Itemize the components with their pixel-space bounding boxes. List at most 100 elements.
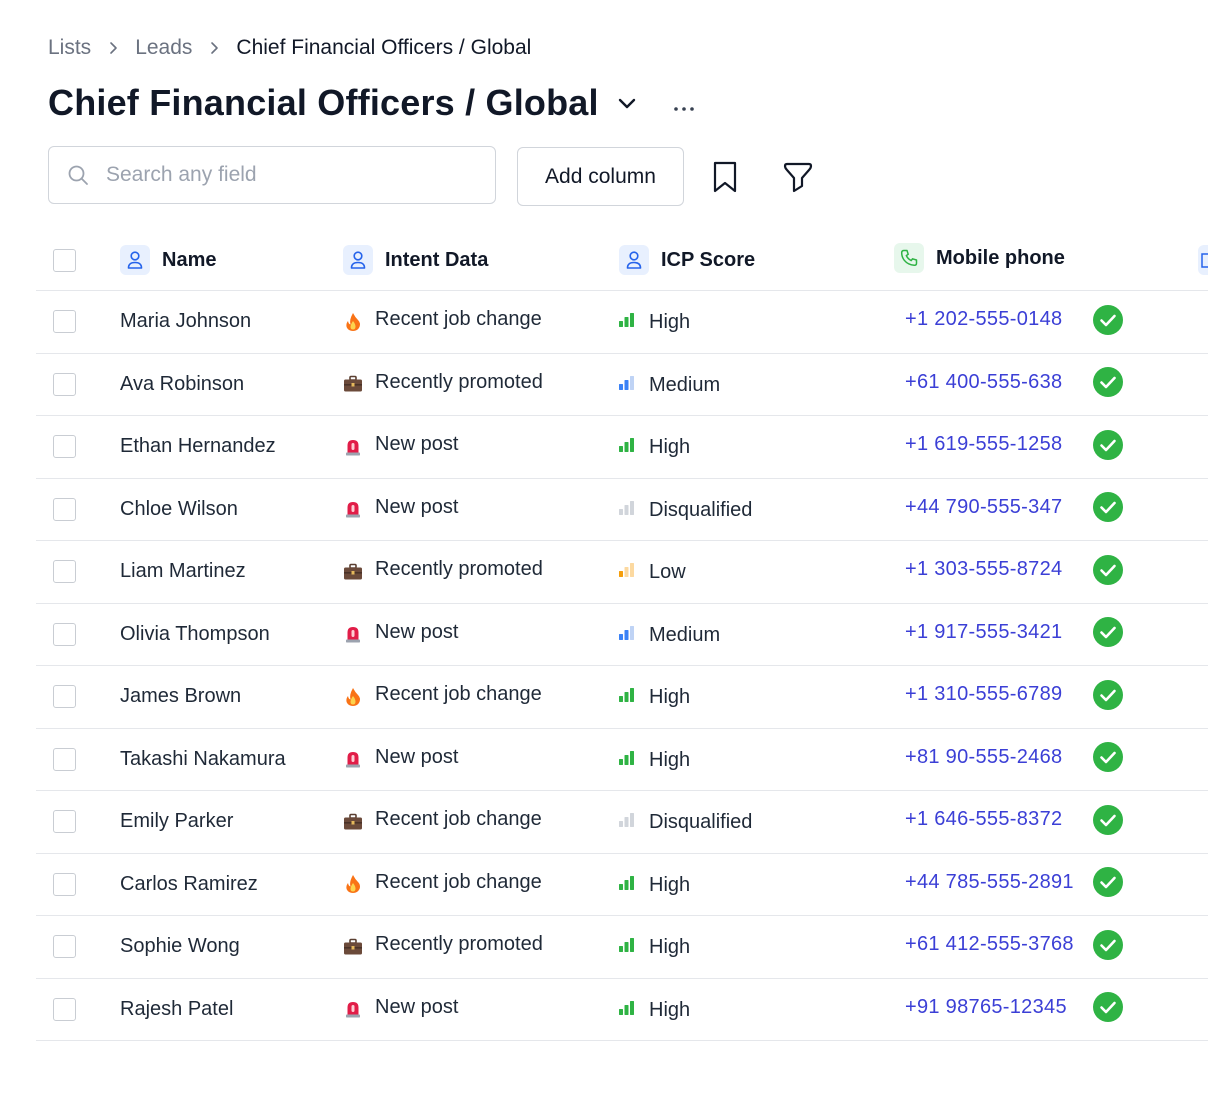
bookmark-icon[interactable] bbox=[709, 160, 741, 194]
table-row[interactable]: Olivia Thompson New post Medium +1 917-555-… bbox=[36, 604, 1208, 666]
lead-name[interactable]: James Brown bbox=[120, 685, 242, 708]
table-row[interactable]: Carlos Ramirez Recent job change High +44 7… bbox=[36, 854, 1208, 916]
table-row[interactable]: Chloe Wilson New post Disqualified +44 790-… bbox=[36, 479, 1208, 541]
row-checkbox[interactable] bbox=[53, 435, 76, 459]
table-row[interactable]: Sophie Wong Recently promoted High +61 412-… bbox=[36, 916, 1208, 979]
table-row[interactable]: Maria Johnson Recent job change High +1 202… bbox=[36, 291, 1208, 354]
breadcrumb-lists[interactable]: Lists bbox=[48, 36, 92, 59]
search-icon bbox=[68, 165, 88, 185]
table-row[interactable]: Liam Martinez Recently promoted Low +1 303-… bbox=[36, 541, 1208, 604]
row-checkbox[interactable] bbox=[53, 685, 76, 709]
briefcase-icon bbox=[343, 562, 363, 582]
lead-name[interactable]: Ethan Hernandez bbox=[120, 435, 276, 458]
intent-label: Recent job change bbox=[375, 683, 542, 706]
icp-disqualified-signal-icon bbox=[619, 811, 649, 832]
person-icon bbox=[120, 245, 150, 275]
table-row[interactable]: Ava Robinson Recently promoted Medium +61 4… bbox=[36, 354, 1208, 416]
row-checkbox[interactable] bbox=[53, 372, 76, 396]
fire-icon bbox=[343, 687, 363, 707]
icp-score-label: Medium bbox=[649, 373, 721, 396]
verified-check-icon bbox=[1093, 429, 1123, 460]
row-checkbox[interactable] bbox=[53, 997, 76, 1021]
add-column-button[interactable]: Add column bbox=[517, 147, 684, 206]
table-row[interactable]: Takashi Nakamura New post High +81 90-555-2… bbox=[36, 729, 1208, 791]
lead-name[interactable]: Olivia Thompson bbox=[120, 622, 270, 645]
phone-link[interactable]: +1 303-555-8724 bbox=[905, 558, 1063, 581]
leads-table: Name Intent Data ICP Score Mobile phone bbox=[36, 230, 1208, 1041]
verified-check-icon bbox=[1093, 742, 1123, 773]
column-header-mobile-phone[interactable]: Mobile phone bbox=[894, 228, 1065, 288]
icp-score-label: High bbox=[649, 998, 691, 1021]
column-header-intent[interactable]: Intent Data bbox=[343, 230, 488, 290]
phone-link[interactable]: +1 619-555-1258 bbox=[905, 433, 1063, 456]
verified-check-icon bbox=[1093, 992, 1123, 1023]
row-checkbox[interactable] bbox=[53, 560, 76, 584]
lead-name[interactable]: Takashi Nakamura bbox=[120, 747, 286, 770]
icp-high-signal-icon bbox=[619, 311, 649, 332]
table-row[interactable]: James Brown Recent job change High +1 310-5… bbox=[36, 666, 1208, 729]
phone-link[interactable]: +44 790-555-347 bbox=[905, 495, 1063, 518]
lead-name[interactable]: Emily Parker bbox=[120, 810, 234, 833]
column-header-next[interactable] bbox=[1198, 230, 1208, 290]
phone-link[interactable]: +1 646-555-8372 bbox=[905, 808, 1063, 831]
phone-link[interactable]: +91 98765-12345 bbox=[905, 995, 1067, 1018]
lead-name[interactable]: Liam Martinez bbox=[120, 560, 246, 583]
breadcrumb-leads[interactable]: Leads bbox=[135, 36, 193, 59]
icp-high-signal-icon bbox=[619, 686, 649, 707]
verified-check-icon bbox=[1093, 804, 1123, 835]
icp-score-label: High bbox=[649, 686, 691, 709]
siren-icon bbox=[343, 437, 363, 457]
phone-link[interactable]: +1 202-555-0148 bbox=[905, 308, 1063, 331]
person-icon bbox=[343, 245, 373, 275]
breadcrumb-current: Chief Financial Officers / Global bbox=[236, 36, 532, 59]
chevron-right-icon bbox=[207, 41, 221, 55]
intent-label: New post bbox=[375, 433, 459, 456]
table-header: Name Intent Data ICP Score Mobile phone bbox=[36, 230, 1208, 291]
row-checkbox[interactable] bbox=[53, 622, 76, 646]
icp-score-label: High bbox=[649, 936, 691, 959]
row-checkbox[interactable] bbox=[53, 935, 76, 959]
phone-link[interactable]: +61 400-555-638 bbox=[905, 370, 1063, 393]
search-input[interactable] bbox=[104, 162, 488, 188]
intent-label: Recently promoted bbox=[375, 933, 543, 956]
phone-link[interactable]: +81 90-555-2468 bbox=[905, 745, 1063, 768]
intent-label: Recent job change bbox=[375, 870, 542, 893]
verified-check-icon bbox=[1093, 554, 1123, 585]
person-icon bbox=[619, 245, 649, 275]
lead-name[interactable]: Rajesh Patel bbox=[120, 997, 234, 1020]
more-options-icon[interactable] bbox=[673, 104, 695, 114]
phone-link[interactable]: +1 310-555-6789 bbox=[905, 683, 1063, 706]
row-checkbox[interactable] bbox=[53, 497, 76, 521]
verified-check-icon bbox=[1093, 492, 1123, 523]
icp-medium-signal-icon bbox=[619, 624, 649, 645]
search-box bbox=[48, 146, 496, 204]
phone-link[interactable]: +61 412-555-3768 bbox=[905, 933, 1074, 956]
chevron-down-icon[interactable] bbox=[615, 91, 639, 115]
verified-check-icon bbox=[1093, 929, 1123, 960]
select-all-checkbox[interactable] bbox=[53, 248, 76, 272]
lead-name[interactable]: Ava Robinson bbox=[120, 372, 245, 395]
table-row[interactable]: Rajesh Patel New post High +91 98765-12345 bbox=[36, 979, 1208, 1041]
filter-icon[interactable] bbox=[781, 160, 815, 194]
lead-name[interactable]: Sophie Wong bbox=[120, 935, 240, 958]
intent-label: Recent job change bbox=[375, 308, 542, 331]
row-checkbox[interactable] bbox=[53, 872, 76, 896]
icp-score-label: Disqualified bbox=[649, 811, 753, 834]
row-checkbox[interactable] bbox=[53, 810, 76, 834]
icp-score-label: Medium bbox=[649, 623, 721, 646]
phone-link[interactable]: +1 917-555-3421 bbox=[905, 620, 1063, 643]
column-header-icp[interactable]: ICP Score bbox=[619, 230, 755, 290]
siren-icon bbox=[343, 499, 363, 519]
table-row[interactable]: Ethan Hernandez New post High +1 619-555-12… bbox=[36, 416, 1208, 479]
row-checkbox[interactable] bbox=[53, 747, 76, 771]
lead-name[interactable]: Carlos Ramirez bbox=[120, 872, 258, 895]
column-header-name[interactable]: Name bbox=[120, 230, 216, 290]
table-row[interactable]: Emily Parker Recent job change Disqualifie… bbox=[36, 791, 1208, 854]
phone-link[interactable]: +44 785-555-2891 bbox=[905, 870, 1074, 893]
lead-name[interactable]: Chloe Wilson bbox=[120, 497, 238, 520]
siren-icon bbox=[343, 999, 363, 1019]
column-icon bbox=[1198, 245, 1208, 275]
lead-name[interactable]: Maria Johnson bbox=[120, 310, 252, 333]
icp-score-label: Disqualified bbox=[649, 498, 753, 521]
row-checkbox[interactable] bbox=[53, 310, 76, 334]
